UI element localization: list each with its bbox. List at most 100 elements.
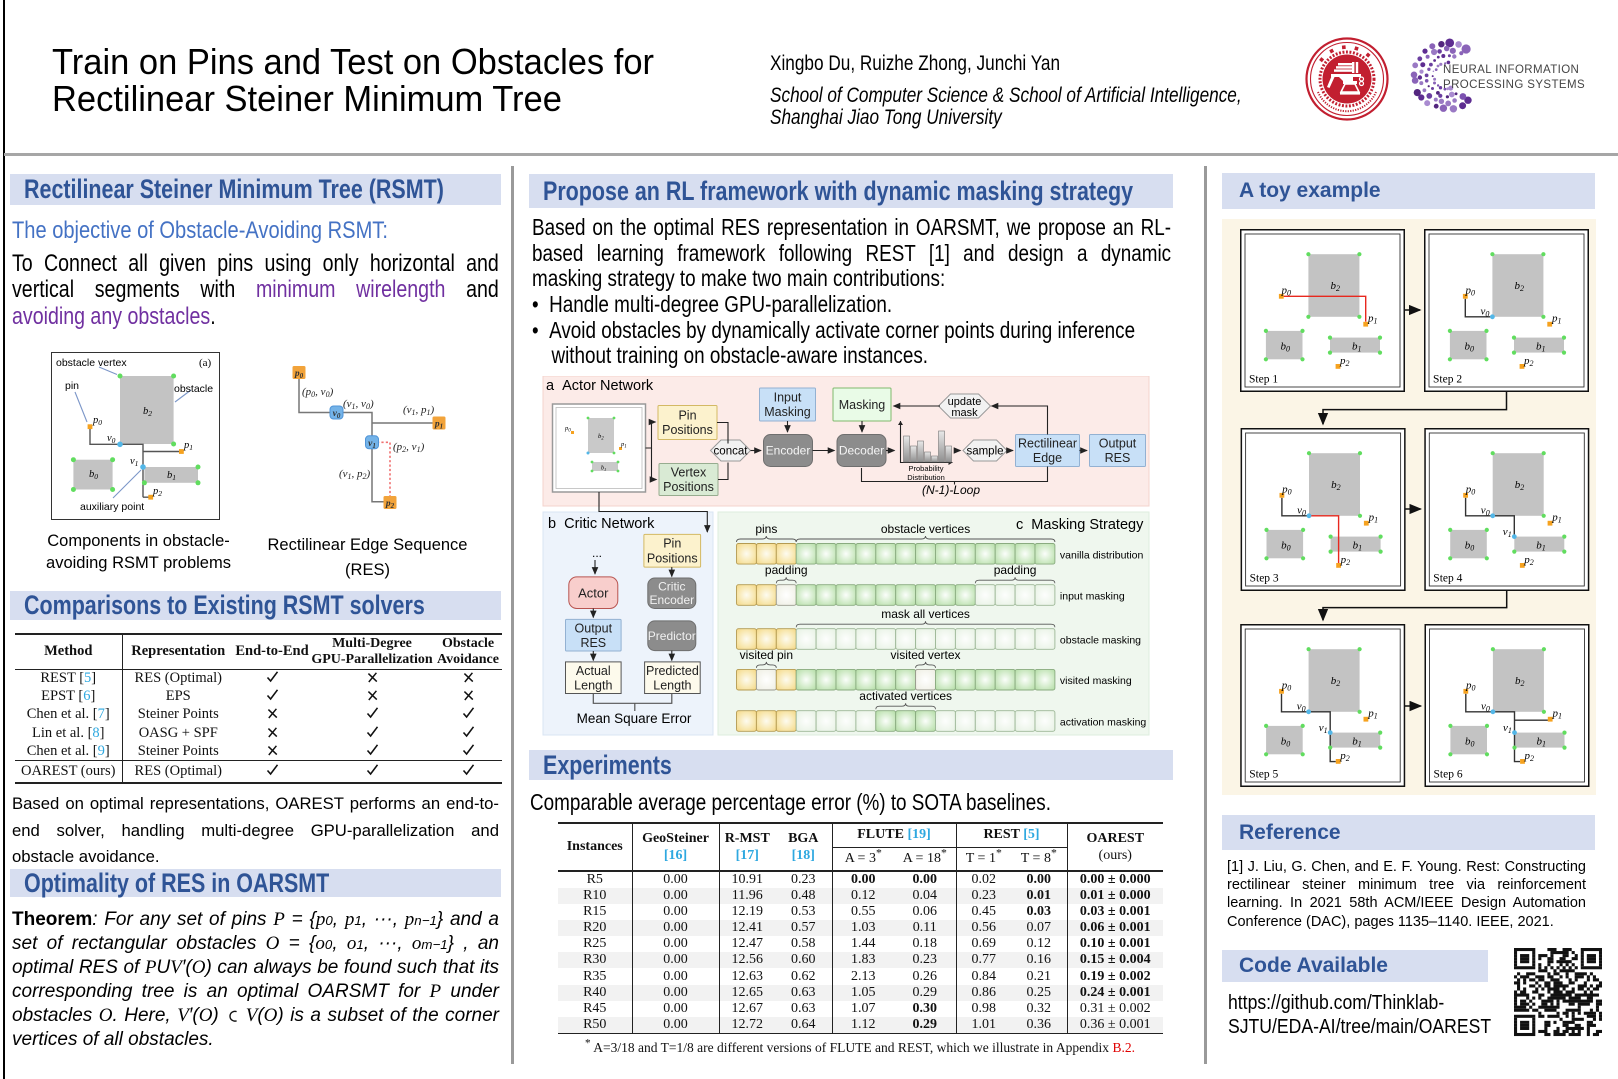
svg-text:p1: p1 <box>1368 512 1379 525</box>
svg-text:obstacle vertices: obstacle vertices <box>881 522 970 536</box>
svg-text:p1: p1 <box>434 420 443 431</box>
svg-text:Input: Input <box>774 391 802 405</box>
svg-text:b0: b0 <box>1281 736 1291 749</box>
svg-text:Step 3: Step 3 <box>1250 573 1279 585</box>
svg-text:p2: p2 <box>1339 750 1350 763</box>
svg-text:v1: v1 <box>1503 526 1512 539</box>
svg-text:p2: p2 <box>385 499 395 510</box>
svg-text:p0: p0 <box>564 425 571 434</box>
svg-text:Pin: Pin <box>678 409 696 423</box>
svg-text:b2: b2 <box>1515 675 1525 688</box>
svg-text:a Actor Network: a Actor Network <box>546 378 654 394</box>
svg-text:Distribution: Distribution <box>907 473 945 482</box>
svg-text:(v1, p1): (v1, p1) <box>403 404 435 417</box>
svg-text:padding: padding <box>994 563 1037 577</box>
svg-text:v0: v0 <box>1481 505 1490 518</box>
svg-text:p2: p2 <box>152 486 162 498</box>
svg-text:Step 5: Step 5 <box>1249 769 1278 781</box>
svg-text:mask: mask <box>951 407 978 419</box>
svg-text:update: update <box>948 396 982 408</box>
svg-text:v0: v0 <box>1481 306 1490 319</box>
svg-text:v1: v1 <box>1319 722 1328 735</box>
svg-text:Predictor: Predictor <box>648 629 696 643</box>
svg-text:b2: b2 <box>1331 280 1341 293</box>
svg-text:Masking: Masking <box>764 405 811 419</box>
svg-text:visited pin: visited pin <box>740 648 793 662</box>
svg-text:p0: p0 <box>1281 285 1292 298</box>
svg-text:(v1, p2): (v1, p2) <box>339 468 371 481</box>
svg-text:v0: v0 <box>107 433 116 445</box>
svg-text:Probability: Probability <box>908 464 943 473</box>
svg-text:b2: b2 <box>1515 479 1525 492</box>
svg-text:RES: RES <box>580 636 606 650</box>
svg-text:b2: b2 <box>1331 479 1341 492</box>
svg-text:p1: p1 <box>620 441 627 450</box>
svg-text:b0: b0 <box>1465 341 1475 354</box>
svg-text:b0: b0 <box>89 469 98 481</box>
svg-text:b0: b0 <box>1281 540 1291 553</box>
svg-text:vanilla distribution: vanilla distribution <box>1060 549 1144 561</box>
svg-text:p0: p0 <box>294 369 304 380</box>
svg-text:obstacle vertex: obstacle vertex <box>56 357 127 369</box>
svg-text:p2: p2 <box>1524 750 1535 763</box>
svg-text:b1: b1 <box>1352 341 1362 354</box>
svg-text:Rectilinear: Rectilinear <box>1018 437 1077 451</box>
svg-text:p1: p1 <box>183 440 193 452</box>
svg-text:b0: b0 <box>1465 736 1475 749</box>
svg-text:input masking: input masking <box>1060 591 1125 603</box>
svg-text:Encoder: Encoder <box>766 444 811 458</box>
svg-text:obstacle: obstacle <box>174 383 213 395</box>
svg-text:padding: padding <box>765 563 808 577</box>
svg-text:Masking: Masking <box>839 398 886 412</box>
svg-text:pin: pin <box>65 380 79 392</box>
svg-text:RES: RES <box>1105 451 1131 465</box>
svg-text:b2: b2 <box>143 406 152 418</box>
svg-text:b0: b0 <box>1281 341 1291 354</box>
svg-text:p1: p1 <box>1552 708 1563 721</box>
svg-text:Output: Output <box>575 621 613 635</box>
svg-text:b1: b1 <box>1536 540 1546 553</box>
svg-text:(p0, v0): (p0, v0) <box>302 386 334 399</box>
svg-text:Positions: Positions <box>662 423 713 437</box>
svg-text:p1: p1 <box>1367 708 1378 721</box>
svg-text:Encoder: Encoder <box>649 593 694 607</box>
svg-text:activation masking: activation masking <box>1060 717 1147 729</box>
svg-text:pins: pins <box>755 522 777 536</box>
svg-text:concat: concat <box>714 446 749 458</box>
svg-text:b1: b1 <box>1537 736 1547 749</box>
svg-text:Predicted: Predicted <box>646 664 699 678</box>
svg-text:p1: p1 <box>1367 313 1378 326</box>
svg-text:mask all vertices: mask all vertices <box>881 607 970 621</box>
svg-text:b2: b2 <box>598 433 604 442</box>
svg-text:Positions: Positions <box>647 552 698 566</box>
svg-text:visited masking: visited masking <box>1060 675 1132 687</box>
svg-text:p2: p2 <box>1339 355 1350 368</box>
svg-text:v1: v1 <box>1503 722 1512 735</box>
svg-text:p1: p1 <box>1551 512 1562 525</box>
svg-text:v1: v1 <box>130 456 138 468</box>
svg-text:p0: p0 <box>1465 484 1476 497</box>
svg-text:b1: b1 <box>167 470 176 482</box>
svg-text:activated vertices: activated vertices <box>859 689 952 703</box>
svg-text:(p2, v1): (p2, v1) <box>393 441 425 454</box>
svg-text:c Masking Strategy: c Masking Strategy <box>1016 517 1144 533</box>
svg-text:Actor: Actor <box>578 585 609 600</box>
svg-text:auxiliary point: auxiliary point <box>80 501 144 513</box>
svg-text:p0: p0 <box>1465 680 1476 693</box>
svg-text:p1: p1 <box>1551 313 1562 326</box>
svg-text:Decoder: Decoder <box>839 444 884 458</box>
svg-text:v0: v0 <box>1297 701 1306 714</box>
svg-text:b2: b2 <box>1515 280 1525 293</box>
svg-text:p2: p2 <box>1340 554 1351 567</box>
svg-text:b1: b1 <box>1536 341 1546 354</box>
svg-text:p2: p2 <box>1523 355 1534 368</box>
svg-text:v0: v0 <box>1297 505 1306 518</box>
svg-text:p0: p0 <box>1465 285 1476 298</box>
svg-text:p0: p0 <box>1281 680 1292 693</box>
svg-text:b2: b2 <box>1331 675 1341 688</box>
svg-text:Pin: Pin <box>663 537 681 551</box>
svg-text:v0: v0 <box>333 409 341 420</box>
svg-text:Positions: Positions <box>663 480 714 494</box>
svg-text:Step 4: Step 4 <box>1433 573 1462 585</box>
svg-text:Step 2: Step 2 <box>1433 374 1462 386</box>
